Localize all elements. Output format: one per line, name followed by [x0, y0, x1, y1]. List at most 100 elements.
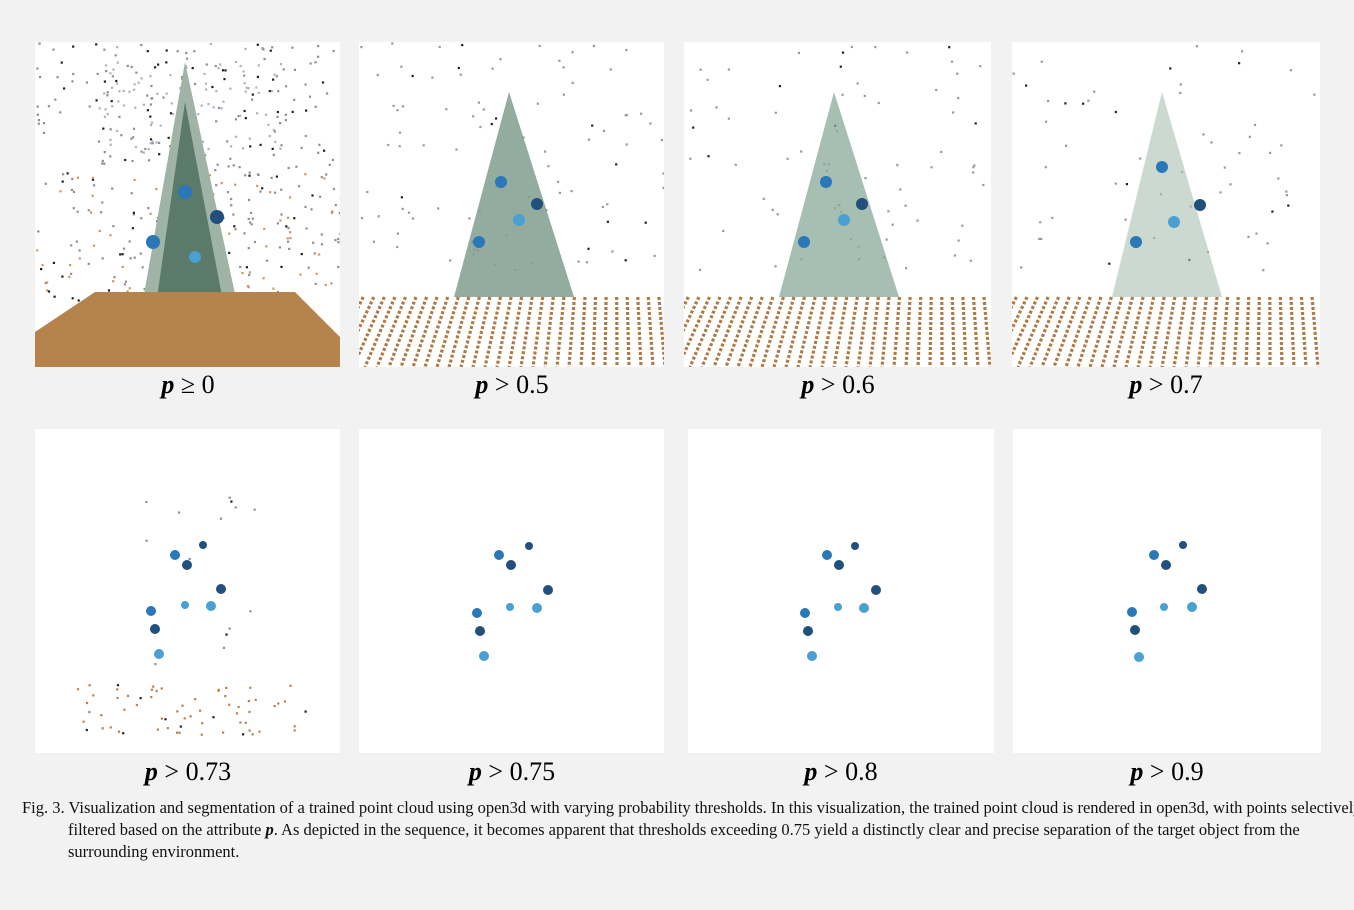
point: [974, 122, 977, 125]
point: [176, 50, 179, 53]
point: [244, 47, 247, 51]
point: [212, 106, 215, 109]
point: [479, 125, 482, 129]
point: [205, 63, 208, 66]
point: [77, 299, 80, 302]
point: [1039, 221, 1042, 224]
point: [1065, 144, 1068, 147]
point: [109, 726, 112, 729]
point: [239, 114, 242, 117]
ornament-icon: [798, 236, 810, 248]
point: [228, 251, 231, 254]
floor-stripe: [1289, 296, 1296, 367]
point: [145, 539, 148, 542]
point: [85, 728, 88, 732]
point: [570, 190, 573, 193]
ornament-icon: [170, 550, 180, 560]
point: [204, 82, 208, 85]
point: [249, 211, 253, 214]
point: [268, 135, 271, 138]
point: [185, 66, 188, 69]
point: [499, 58, 502, 61]
point: [276, 222, 279, 225]
ornament-icon: [206, 601, 216, 611]
floor-stripe: [904, 296, 912, 367]
point: [100, 714, 103, 717]
floor-stripe: [1172, 296, 1187, 367]
point: [1289, 69, 1292, 72]
point: [274, 140, 277, 143]
point: [147, 207, 150, 210]
point: [130, 65, 133, 68]
point: [160, 717, 163, 720]
point: [44, 182, 47, 185]
panel-label: p > 0.75: [468, 757, 556, 786]
point: [140, 217, 143, 220]
point: [279, 147, 282, 150]
point: [179, 725, 182, 728]
point: [160, 687, 163, 690]
floor-stripe: [982, 296, 991, 367]
point: [52, 261, 55, 264]
ornament-icon: [216, 584, 226, 594]
point: [98, 107, 101, 110]
point: [1040, 237, 1043, 240]
floor-stripe: [1016, 296, 1050, 367]
ornament-icon: [851, 542, 859, 550]
point: [841, 93, 844, 96]
floor-stripe: [1088, 296, 1113, 367]
ornament-icon: [1179, 541, 1187, 549]
point: [109, 72, 112, 75]
point: [256, 112, 259, 115]
point: [247, 700, 250, 703]
point: [139, 252, 142, 255]
point: [111, 86, 114, 89]
panel-p-gt-0.73: [35, 429, 340, 753]
point: [270, 176, 273, 179]
point: [142, 151, 145, 154]
point: [961, 224, 964, 227]
point: [905, 267, 908, 270]
point: [283, 700, 286, 703]
point: [140, 150, 143, 153]
ornament-icon: [495, 176, 507, 188]
ornament-icon: [1187, 602, 1197, 612]
floor-stripe: [399, 296, 429, 367]
floor-stripe: [1040, 296, 1071, 367]
point: [253, 508, 256, 511]
point: [228, 627, 231, 630]
point: [372, 240, 375, 243]
point: [101, 257, 104, 260]
ornament-icon: [181, 601, 189, 609]
ornament-icon: [1160, 603, 1168, 611]
point: [606, 203, 609, 206]
point: [904, 204, 907, 207]
point: [319, 195, 322, 198]
point: [1285, 190, 1288, 193]
point: [244, 90, 247, 93]
floor-stripe: [1184, 296, 1198, 367]
point: [169, 74, 172, 77]
point: [146, 109, 149, 112]
point: [105, 64, 108, 67]
point: [132, 136, 135, 139]
point: [449, 259, 452, 262]
point: [285, 225, 288, 228]
point: [295, 165, 298, 168]
point: [317, 151, 320, 154]
point: [235, 135, 238, 138]
point: [398, 131, 402, 134]
point: [121, 265, 124, 268]
figure-caption: Fig. 3. Visualization and segmentation o…: [22, 798, 1354, 861]
floor-stripe: [579, 296, 587, 367]
point: [1012, 72, 1015, 75]
point: [135, 703, 138, 707]
point: [1114, 182, 1117, 185]
point: [304, 205, 307, 208]
point: [305, 109, 308, 112]
point: [277, 702, 280, 705]
point: [298, 185, 301, 188]
point: [232, 213, 235, 216]
ornament-icon: [1194, 199, 1206, 211]
point: [786, 157, 789, 160]
